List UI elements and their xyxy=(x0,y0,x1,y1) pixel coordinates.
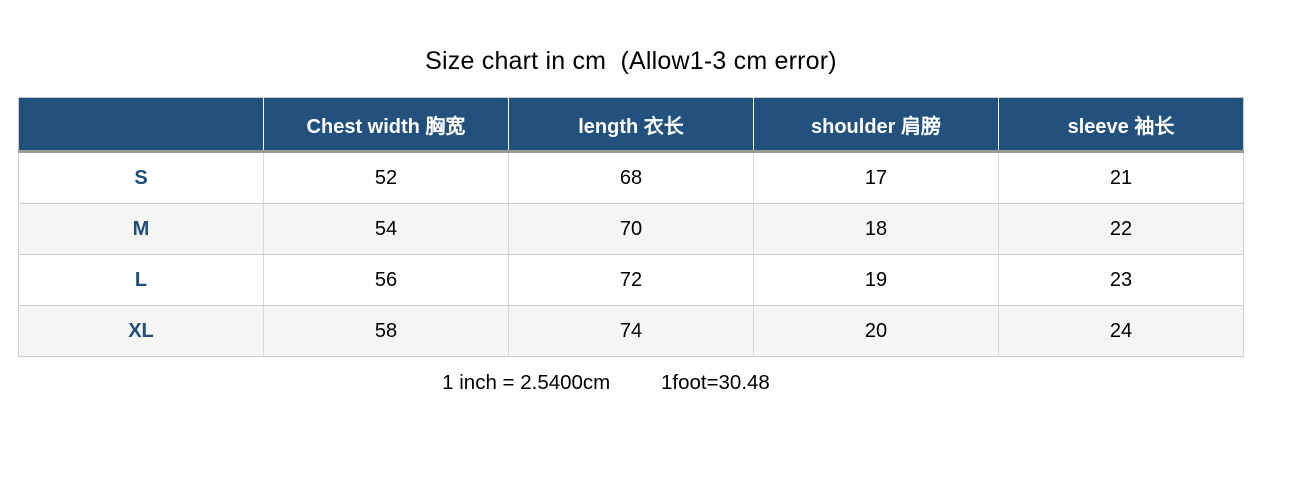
size-label-s: S xyxy=(18,151,264,204)
size-chart-table: Chest width 胸宽 length 衣长 shoulder 肩膀 sle… xyxy=(18,97,1244,357)
cell-xl-length: 74 xyxy=(508,305,754,357)
table-row-m: M 54 70 18 22 xyxy=(18,203,1244,255)
cell-l-sleeve: 23 xyxy=(998,254,1244,306)
size-chart-content: Size chart in cm (Allow1-3 cm error) Che… xyxy=(18,0,1244,480)
cell-l-length: 72 xyxy=(508,254,754,306)
size-label-xl: XL xyxy=(18,305,264,357)
header-cell-length: length 衣长 xyxy=(508,97,754,153)
header-cell-size xyxy=(18,97,264,153)
cell-s-sleeve: 21 xyxy=(998,151,1244,204)
size-label-l: L xyxy=(18,254,264,306)
page-title: Size chart in cm (Allow1-3 cm error) xyxy=(425,47,837,75)
cell-xl-sleeve: 24 xyxy=(998,305,1244,357)
table-header-row: Chest width 胸宽 length 衣长 shoulder 肩膀 sle… xyxy=(18,97,1244,153)
cell-l-chest: 56 xyxy=(263,254,509,306)
header-cell-shoulder: shoulder 肩膀 xyxy=(753,97,999,153)
cell-xl-chest: 58 xyxy=(263,305,509,357)
cell-s-shoulder: 17 xyxy=(753,151,999,204)
cell-s-chest: 52 xyxy=(263,151,509,204)
table-body: S 52 68 17 21 M 54 70 18 22 L 56 72 xyxy=(18,151,1244,357)
conversion-note: 1 inch = 2.5400cm 1foot=30.48 xyxy=(0,371,1219,395)
cell-m-length: 70 xyxy=(508,203,754,255)
cell-l-shoulder: 19 xyxy=(753,254,999,306)
header-cell-chest-width: Chest width 胸宽 xyxy=(263,97,509,153)
table-header: Chest width 胸宽 length 衣长 shoulder 肩膀 sle… xyxy=(18,97,1244,153)
foot-conversion-text: 1foot=30.48 xyxy=(660,371,770,394)
size-label-m: M xyxy=(18,203,264,255)
inch-conversion-text: 1 inch = 2.5400cm xyxy=(442,371,611,394)
table-row-xl: XL 58 74 20 24 xyxy=(18,305,1244,357)
cell-m-shoulder: 18 xyxy=(753,203,999,255)
table-row-l: L 56 72 19 23 xyxy=(18,254,1244,306)
cell-xl-shoulder: 20 xyxy=(753,305,999,357)
cell-m-chest: 54 xyxy=(263,203,509,255)
header-cell-sleeve: sleeve 袖长 xyxy=(998,97,1244,153)
cell-m-sleeve: 22 xyxy=(998,203,1244,255)
table-row-s: S 52 68 17 21 xyxy=(18,151,1244,204)
cell-s-length: 68 xyxy=(508,151,754,204)
